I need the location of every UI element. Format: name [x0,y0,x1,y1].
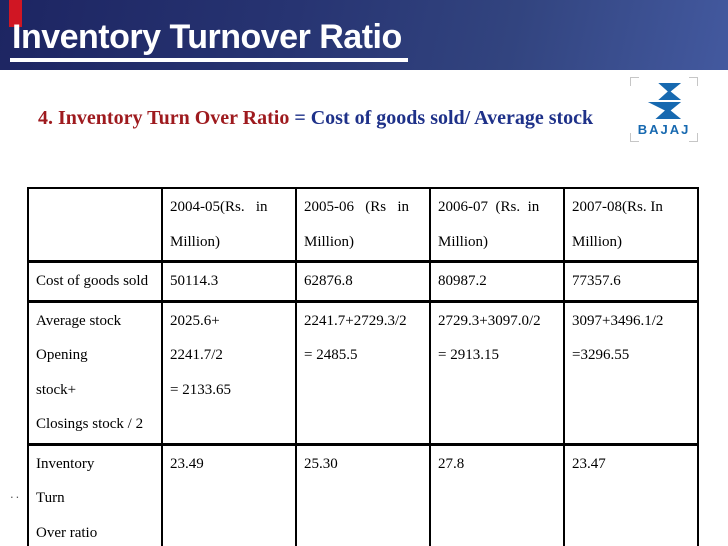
cell-value: 2241.7+2729.3/2 = 2485.5 [295,299,431,445]
row-label: Cost of goods sold [27,260,163,302]
header-cell-2004-05: 2004-05(Rs. in Million) [161,187,297,263]
red-accent-bar [9,0,22,27]
cell-value: 80987.2 [429,260,565,302]
title-band: Inventory Turnover Ratio [0,0,728,70]
inventory-turnover-table: 2004-05(Rs. in Million) 2005-06 (Rs in M… [27,187,699,546]
crop-mark-bottom-left [630,133,639,142]
page-title: Inventory Turnover Ratio [10,19,408,62]
header-cell-2006-07: 2006-07 (Rs. in Million) [429,187,565,263]
row-label: Inventory Turn Over ratio [27,442,163,546]
header-cell-2007-08: 2007-08(Rs. In Million) [563,187,699,263]
header-cell-2005-06: 2005-06 (Rs in Million) [295,187,431,263]
table-row-inventory-turn-ratio: Inventory Turn Over ratio 23.49 25.30 27… [27,442,699,546]
cell-value: 23.47 [563,442,699,546]
crop-mark-top-left [630,77,639,86]
cell-value: 50114.3 [161,260,297,302]
header-cell-blank [27,187,163,263]
cell-value: 2729.3+3097.0/2 = 2913.15 [429,299,565,445]
bajaj-flying-b-icon [647,82,682,120]
table-header-row: 2004-05(Rs. in Million) 2005-06 (Rs in M… [27,187,699,263]
cell-value: 3097+3496.1/2 =3296.55 [563,299,699,445]
equals-sign: = [289,107,311,129]
bajaj-wordmark: BAJAJ [637,122,691,137]
formula-line: 4. Inventory Turn Over Ratio = Cost of g… [38,107,593,130]
cell-value: 23.49 [161,442,297,546]
table-row-average-stock: Average stock Opening stock+ Closings st… [27,299,699,445]
cell-value: 77357.6 [563,260,699,302]
formula-lhs: 4. Inventory Turn Over Ratio [38,107,290,129]
cell-value: 25.30 [295,442,431,546]
table-row-cost-of-goods: Cost of goods sold 50114.3 62876.8 80987… [27,260,699,302]
formula-rhs: Cost of goods sold/ Average stock [310,107,594,129]
cell-value: 62876.8 [295,260,431,302]
crop-mark-bottom-right [689,133,698,142]
cell-value: 2025.6+ 2241.7/2 = 2133.65 [161,299,297,445]
footer-dots: .. [10,486,22,501]
crop-mark-top-right [689,77,698,86]
cell-value: 27.8 [429,442,565,546]
bajaj-logo: BAJAJ [630,77,698,142]
row-label: Average stock Opening stock+ Closings st… [27,299,163,445]
